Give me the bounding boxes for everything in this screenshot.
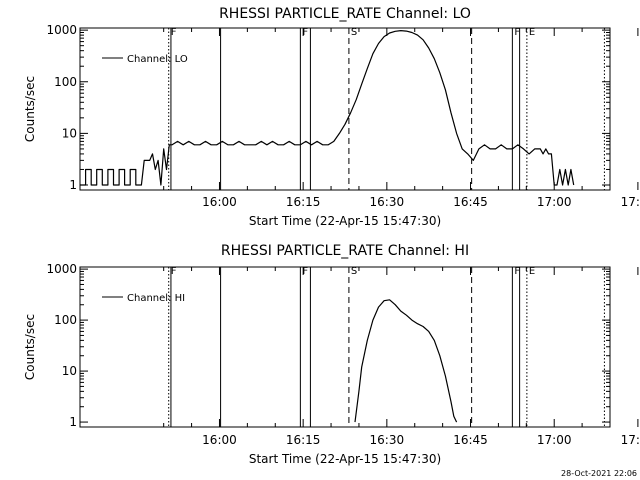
generation-timestamp: 28-Oct-2021 22:06	[561, 469, 637, 478]
x-tick-label: 16:30	[370, 195, 405, 209]
flag-label: F	[302, 266, 308, 277]
flag-label: S	[351, 27, 357, 38]
x-tick-label: 17:15	[621, 195, 640, 209]
legend-label: Channel: LO	[127, 54, 188, 65]
plot-frame	[79, 27, 611, 191]
y-tick-label: 10	[62, 126, 77, 140]
y-axis-label: Counts/sec	[23, 314, 37, 380]
x-tick-label: 17:00	[537, 433, 572, 447]
hi-channel-panel: RHESSI PARTICLE_RATE Channel: HI 1 10 100 10…	[23, 243, 640, 466]
x-tick-label: 16:30	[370, 433, 405, 447]
x-axis-label: Start Time (22-Apr-15 15:47:30)	[249, 452, 441, 466]
x-tick-label: 16:15	[286, 433, 321, 447]
chart-title: RHESSI PARTICLE_RATE Channel: HI	[221, 243, 469, 259]
legend-label: Channel: HI	[127, 293, 185, 304]
x-tick-label: 16:00	[202, 433, 237, 447]
flag-label: E	[529, 27, 535, 38]
flag-label: F	[171, 27, 177, 38]
y-tick-label: 100	[54, 75, 77, 89]
x-tick-label: 17:15	[621, 433, 640, 447]
flag-label: S	[351, 266, 357, 277]
x-tick-label: 16:00	[202, 195, 237, 209]
y-tick-label: 10	[62, 364, 77, 378]
chart-title: RHESSI PARTICLE_RATE Channel: LO	[219, 6, 471, 22]
lo-channel-panel: RHESSI PARTICLE_RATE Channel: LO 1 10 100 10…	[23, 6, 640, 228]
x-tick-label: 16:45	[453, 433, 488, 447]
y-tick-label: 100	[54, 313, 77, 327]
y-tick-label: 1000	[46, 23, 77, 37]
flag-label: F	[514, 27, 520, 38]
series-line	[354, 299, 458, 423]
y-tick-label: 1	[69, 178, 77, 192]
flag-label: F	[171, 266, 177, 277]
x-tick-label: 17:00	[537, 195, 572, 209]
flag-label: E	[529, 266, 535, 277]
x-tick-label: 16:15	[286, 195, 321, 209]
y-tick-label: 1	[69, 415, 77, 429]
plot-frame	[79, 266, 611, 428]
flag-label: F	[302, 27, 308, 38]
y-tick-label: 1000	[46, 262, 77, 276]
series-line	[80, 30, 575, 186]
x-tick-label: 16:45	[453, 195, 488, 209]
y-axis-label: Counts/sec	[23, 76, 37, 142]
flag-label: F	[514, 266, 520, 277]
x-axis-label: Start Time (22-Apr-15 15:47:30)	[249, 214, 441, 228]
